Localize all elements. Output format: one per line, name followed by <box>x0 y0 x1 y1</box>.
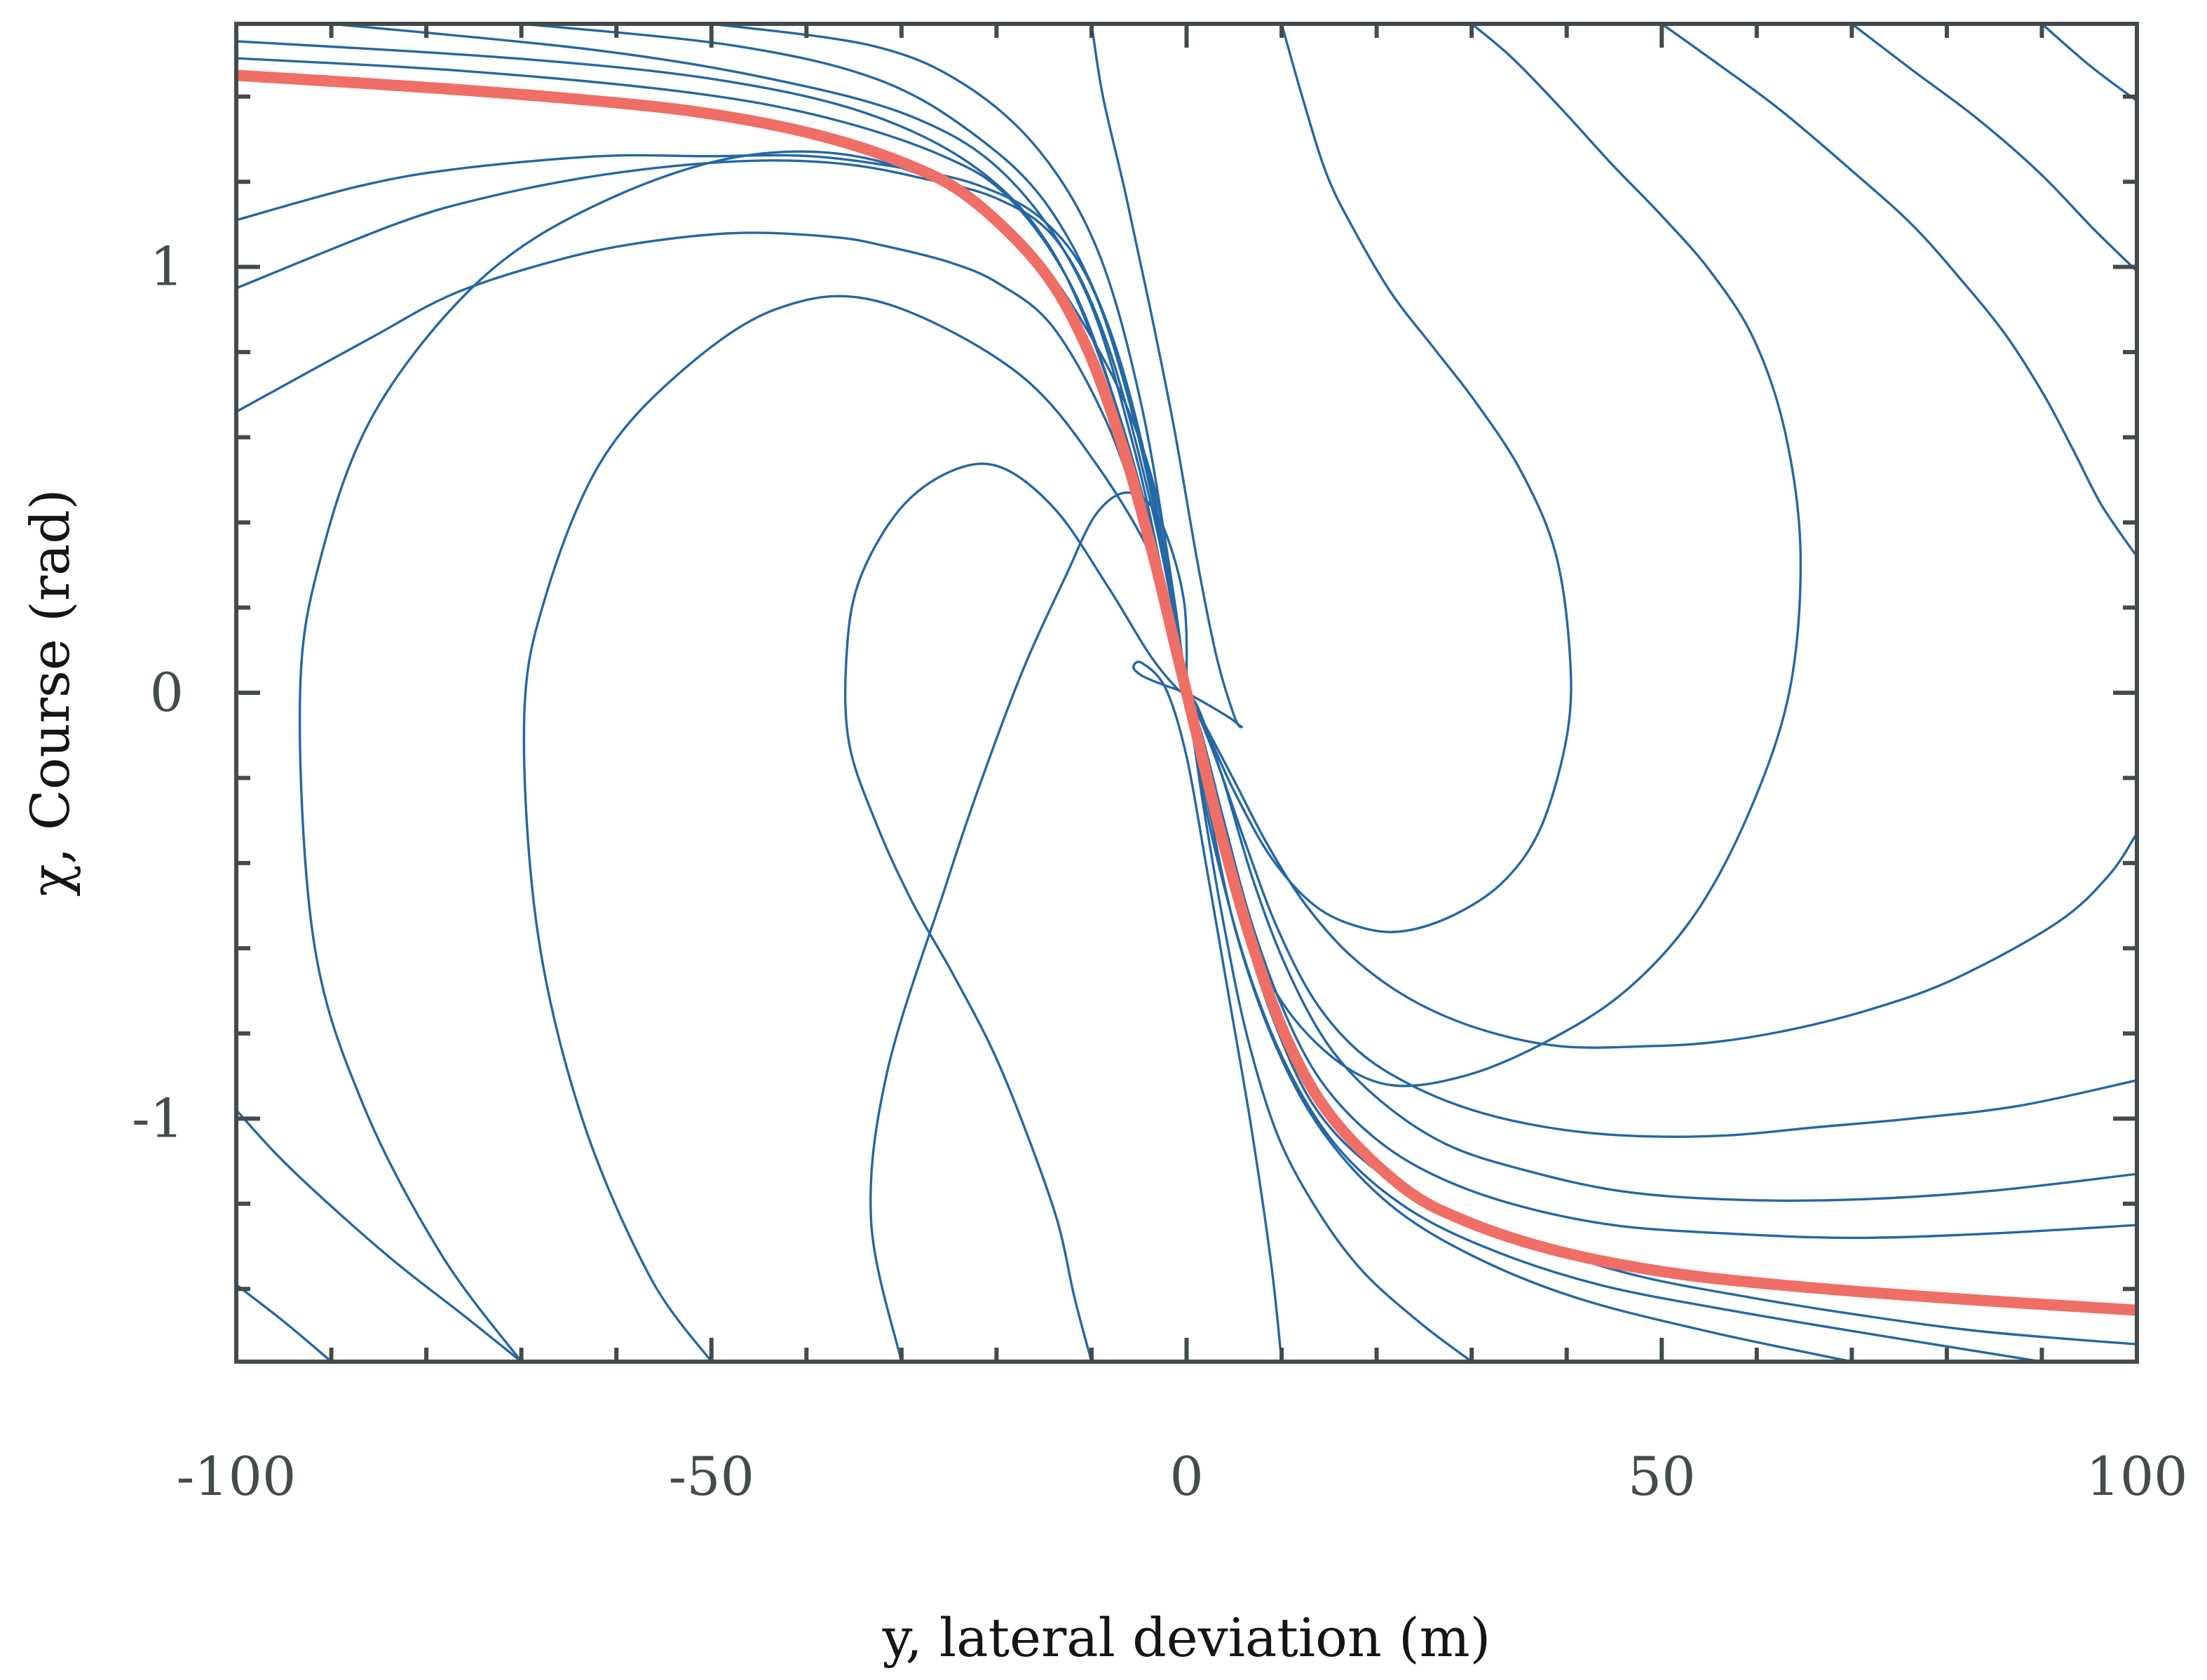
x-tick-label: 100 <box>2086 1445 2187 1508</box>
x-tick-label: -50 <box>669 1445 754 1508</box>
trajectory-line-2 <box>522 294 1188 1362</box>
trajectory-line-7 <box>236 57 1188 694</box>
trajectory-line-17 <box>2040 24 2137 102</box>
y-tick-label: -1 <box>132 1087 184 1149</box>
sliding-surface-line <box>236 69 2137 1316</box>
axis-ticks <box>234 24 2139 1362</box>
y-tick-labels: -1 0 1 <box>132 236 184 1150</box>
x-axis-label: y, lateral deviation (m) <box>882 1606 1491 1669</box>
trajectory-line-12 <box>1090 24 1243 729</box>
trajectory-line-26 <box>1132 661 1283 1362</box>
x-tick-label: -100 <box>177 1445 297 1508</box>
trajectory-line-6 <box>236 154 1188 694</box>
trajectory-line-15 <box>1660 24 2137 558</box>
trajectory-line-25 <box>1185 691 1473 1362</box>
trajectory-line-29 <box>236 1109 523 1362</box>
trajectory-line-16 <box>1850 24 2137 273</box>
y-tick-label: 1 <box>150 236 184 298</box>
trajectory-line-10 <box>520 24 1188 694</box>
trajectory-line-3 <box>298 150 1188 1362</box>
trajectory-line-20 <box>1185 691 2137 1202</box>
trajectory-line-28 <box>236 1283 333 1362</box>
trajectory-line-11 <box>710 24 1188 694</box>
y-axis-label: χ, Course (rad) <box>19 489 81 896</box>
trajectory-line-13 <box>1185 24 1573 933</box>
trajectory-line-1 <box>869 491 1188 1362</box>
trajectory-line-14 <box>1185 24 1802 1088</box>
trajectory-line-5 <box>236 159 1189 694</box>
x-tick-labels: -100 -50 0 50 100 <box>177 1445 2188 1508</box>
trajectory-line-8 <box>236 40 1188 694</box>
trajectory-line-24 <box>1185 691 1853 1362</box>
trajectory-line-27 <box>843 462 1188 1362</box>
trajectory-line-23 <box>1185 691 2044 1362</box>
sliding-surface-group <box>236 69 2137 1316</box>
trajectory-line-9 <box>330 24 1188 694</box>
y-tick-label: 0 <box>150 661 184 724</box>
x-tick-label: 50 <box>1628 1445 1696 1508</box>
x-tick-label: 0 <box>1169 1445 1203 1508</box>
trajectory-line-18 <box>1185 691 2137 1049</box>
trajectory-line-19 <box>1185 691 2137 1138</box>
trajectory-line-21 <box>1185 691 2137 1240</box>
